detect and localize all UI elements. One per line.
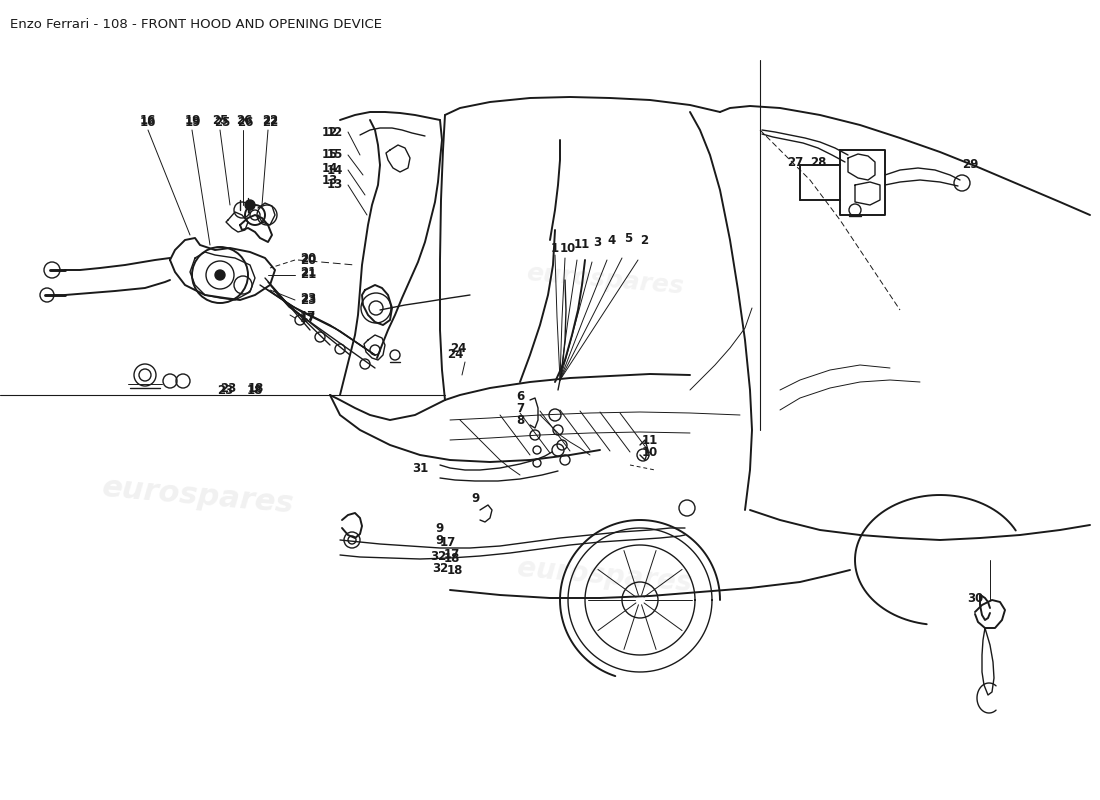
Text: Enzo Ferrari - 108 - FRONT HOOD AND OPENING DEVICE: Enzo Ferrari - 108 - FRONT HOOD AND OPEN… (10, 18, 382, 31)
Text: 1: 1 (551, 242, 559, 254)
Text: 7: 7 (516, 402, 524, 414)
Text: 16: 16 (140, 115, 156, 129)
Text: 9: 9 (472, 491, 480, 505)
Text: 16: 16 (140, 114, 156, 126)
Text: 12: 12 (322, 126, 338, 138)
Text: 12: 12 (327, 126, 343, 138)
Text: 24: 24 (450, 342, 466, 354)
Text: 13: 13 (322, 174, 338, 187)
Text: 23: 23 (220, 382, 236, 394)
Text: 32: 32 (430, 550, 447, 562)
Text: 3: 3 (593, 237, 601, 250)
Text: 32: 32 (432, 562, 448, 574)
Text: 15: 15 (327, 149, 343, 162)
Text: 30: 30 (967, 591, 983, 605)
Text: 25: 25 (212, 114, 228, 126)
Text: 22: 22 (262, 114, 278, 126)
Text: 10: 10 (560, 242, 576, 254)
Text: 11: 11 (642, 434, 658, 446)
Text: eurospares: eurospares (516, 554, 694, 598)
Text: 8: 8 (516, 414, 524, 426)
Text: 27: 27 (786, 157, 803, 170)
Text: 20: 20 (300, 254, 316, 266)
Text: 14: 14 (327, 163, 343, 177)
Text: 23: 23 (300, 294, 316, 306)
Text: 17: 17 (444, 547, 460, 561)
Text: 2: 2 (640, 234, 648, 246)
Text: 18: 18 (248, 382, 264, 394)
Text: 21: 21 (300, 269, 316, 282)
Text: 17: 17 (300, 310, 316, 322)
Text: 9: 9 (436, 534, 444, 546)
Text: 24: 24 (447, 349, 463, 362)
Circle shape (245, 200, 255, 210)
Text: 20: 20 (300, 251, 316, 265)
Text: 19: 19 (185, 115, 201, 129)
Text: 17: 17 (300, 311, 316, 325)
Text: 6: 6 (516, 390, 524, 402)
Text: 26: 26 (235, 114, 252, 126)
Text: 31: 31 (411, 462, 428, 474)
Text: 19: 19 (185, 114, 201, 126)
Text: 17: 17 (440, 535, 456, 549)
Text: 23: 23 (300, 291, 316, 305)
Text: 9: 9 (436, 522, 444, 534)
Circle shape (214, 270, 225, 280)
Text: 10: 10 (642, 446, 658, 458)
Text: 18: 18 (443, 551, 460, 565)
Text: 21: 21 (300, 266, 316, 279)
Text: 13: 13 (327, 178, 343, 191)
Text: 23: 23 (217, 383, 233, 397)
Text: 18: 18 (246, 383, 263, 397)
Text: 18: 18 (447, 563, 463, 577)
Text: 5: 5 (624, 233, 632, 246)
Text: 29: 29 (961, 158, 978, 171)
Text: eurospares: eurospares (525, 261, 685, 299)
Text: 28: 28 (810, 157, 826, 170)
Text: 26: 26 (236, 115, 253, 129)
Text: 4: 4 (608, 234, 616, 247)
Text: 11: 11 (574, 238, 590, 251)
Text: 22: 22 (262, 115, 278, 129)
Text: 14: 14 (322, 162, 338, 174)
Text: 15: 15 (322, 149, 338, 162)
Text: eurospares: eurospares (101, 473, 295, 519)
Text: 25: 25 (213, 115, 230, 129)
